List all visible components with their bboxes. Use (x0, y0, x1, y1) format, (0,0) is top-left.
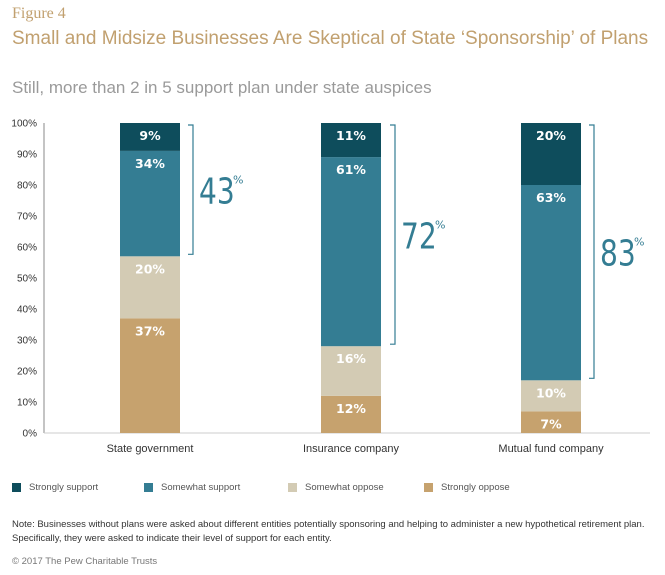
y-tick-label: 70% (17, 212, 37, 223)
y-tick-label: 80% (17, 181, 37, 192)
bar-value-label: 34% (135, 156, 165, 171)
bar-value-label: 12% (336, 401, 366, 416)
bar-segment-strongly-support (321, 123, 381, 158)
support-bracket (188, 124, 194, 255)
chart-title: Small and Midsize Businesses Are Skeptic… (12, 28, 649, 49)
bar-segment-strongly-oppose (120, 318, 180, 433)
bar-segment-somewhat-support (321, 157, 381, 347)
total-support-percent: % (634, 236, 644, 249)
y-tick-label: 0% (23, 429, 38, 440)
copyright: © 2017 The Pew Charitable Trusts (12, 556, 158, 567)
stacked-bar-chart: 0% 10% 20% 30% 40% 50% 60% 70% 80% 90% 100% 37% 20% 3… (11, 119, 650, 455)
legend-swatch-strongly-oppose (424, 483, 433, 492)
bar-segment-strongly-oppose (521, 411, 581, 433)
y-tick-label: 100% (11, 119, 37, 130)
legend-swatch-somewhat-support (144, 483, 153, 492)
bar-segment-strongly-oppose (321, 395, 381, 433)
bar-value-label: 37% (135, 323, 165, 338)
legend-item-strongly-support: Strongly support (12, 482, 98, 493)
total-support-percent: % (233, 174, 243, 187)
legend-label-strongly-oppose: Strongly oppose (441, 482, 510, 493)
category-label: Insurance company (303, 443, 399, 455)
bar-value-label: 7% (540, 416, 562, 431)
total-support-value: 43 (199, 170, 235, 212)
legend-item-strongly-oppose: Strongly oppose (424, 482, 510, 493)
legend-label-somewhat-oppose: Somewhat oppose (305, 482, 384, 493)
bar-segment-somewhat-oppose (120, 256, 180, 319)
chart-note: Note: Businesses without plans were aske… (12, 519, 645, 544)
support-bracket (390, 124, 396, 345)
legend-swatch-strongly-support (12, 483, 21, 492)
total-support-percent: % (435, 219, 445, 232)
bar-value-label: 63% (536, 190, 566, 205)
bar-segment-somewhat-oppose (521, 380, 581, 412)
y-tick-label: 10% (17, 398, 37, 409)
category-label: State government (107, 443, 194, 455)
bar-value-label: 20% (135, 261, 165, 276)
y-tick-label: 60% (17, 243, 37, 254)
legend-item-somewhat-support: Somewhat support (144, 482, 240, 493)
y-tick-label: 30% (17, 336, 37, 347)
total-support-value: 83 (600, 232, 636, 274)
bar-segment-strongly-support (120, 123, 180, 151)
figure-label: Figure 4 (12, 5, 66, 22)
bar-value-label: 10% (536, 385, 566, 400)
y-tick-label: 50% (17, 274, 37, 285)
y-tick-label: 40% (17, 305, 37, 316)
bar-segment-somewhat-support (521, 185, 581, 381)
bar-value-label: 16% (336, 351, 366, 366)
legend-item-somewhat-oppose: Somewhat oppose (288, 482, 384, 493)
chart-subtitle: Still, more than 2 in 5 support plan und… (12, 78, 432, 97)
bar-segment-somewhat-support (120, 150, 180, 257)
total-support-value: 72 (401, 215, 437, 257)
bar-value-label: 61% (336, 162, 366, 177)
legend-label-strongly-support: Strongly support (29, 482, 99, 493)
bar-value-label: 11% (336, 128, 366, 143)
legend-label-somewhat-support: Somewhat support (161, 482, 241, 493)
y-tick-label: 20% (17, 367, 37, 378)
support-bracket (589, 124, 595, 379)
legend-swatch-somewhat-oppose (288, 483, 297, 492)
bar-value-label: 20% (536, 128, 566, 143)
bar-segment-strongly-support (521, 123, 581, 185)
y-tick-label: 90% (17, 150, 37, 161)
bar-value-label: 9% (139, 128, 161, 143)
bar-segment-somewhat-oppose (321, 346, 381, 396)
category-label: Mutual fund company (498, 443, 604, 455)
chart-legend: Strongly support Somewhat support Somewh… (12, 482, 652, 496)
